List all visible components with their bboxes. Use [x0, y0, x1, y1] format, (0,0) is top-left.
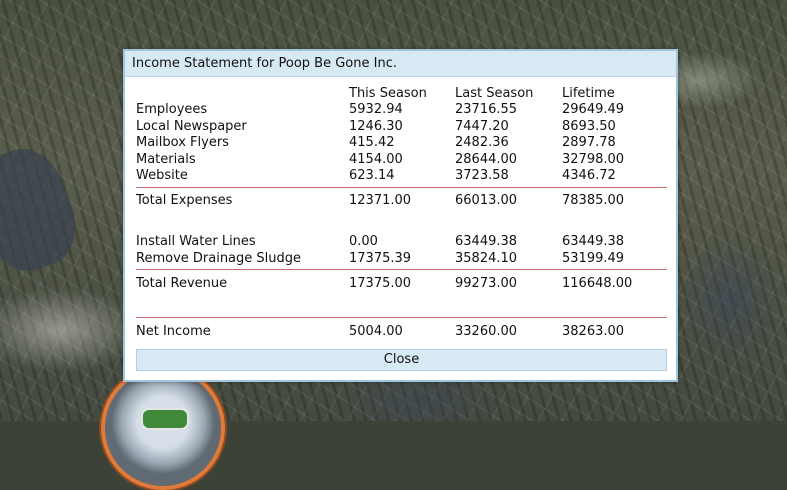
- income-statement-dialog: Income Statement for Poop Be Gone Inc. T…: [123, 49, 678, 382]
- row-label: Local Newspaper: [136, 119, 247, 134]
- stadium-pitch: [141, 408, 189, 430]
- column-header-last-season: Last Season: [455, 86, 534, 101]
- row-lifetime: 29649.49: [562, 102, 625, 117]
- divider: [136, 187, 667, 188]
- row-this-season: 1246.30: [349, 119, 403, 134]
- row-lifetime: 4346.72: [562, 168, 616, 183]
- row-lifetime: 38263.00: [562, 324, 625, 339]
- row-last-season: 35824.10: [455, 251, 518, 266]
- row-last-season: 3723.58: [455, 168, 509, 183]
- divider: [136, 269, 667, 270]
- dialog-title: Income Statement for Poop Be Gone Inc.: [125, 51, 676, 77]
- row-lifetime: 63449.38: [562, 234, 625, 249]
- row-lifetime: 53199.49: [562, 251, 625, 266]
- row-label: Materials: [136, 152, 196, 167]
- row-this-season: 17375.39: [349, 251, 412, 266]
- row-label: Install Water Lines: [136, 234, 256, 249]
- row-this-season: 623.14: [349, 168, 395, 183]
- row-lifetime: 116648.00: [562, 276, 633, 291]
- stadium-icon[interactable]: [101, 366, 225, 490]
- row-this-season: 5004.00: [349, 324, 403, 339]
- row-this-season: 5932.94: [349, 102, 403, 117]
- row-last-season: 7447.20: [455, 119, 509, 134]
- row-label: Remove Drainage Sludge: [136, 251, 302, 266]
- row-this-season: 4154.00: [349, 152, 403, 167]
- row-this-season: 415.42: [349, 135, 395, 150]
- column-header-lifetime: Lifetime: [562, 86, 615, 101]
- row-this-season: 17375.00: [349, 276, 412, 291]
- row-label: Mailbox Flyers: [136, 135, 229, 150]
- row-lifetime: 2897.78: [562, 135, 616, 150]
- row-last-season: 23716.55: [455, 102, 518, 117]
- row-label: Total Expenses: [136, 193, 233, 208]
- row-this-season: 12371.00: [349, 193, 412, 208]
- row-last-season: 63449.38: [455, 234, 518, 249]
- row-lifetime: 78385.00: [562, 193, 625, 208]
- row-last-season: 33260.00: [455, 324, 518, 339]
- row-label: Net Income: [136, 324, 211, 339]
- row-label: Employees: [136, 102, 208, 117]
- column-header-this-season: This Season: [349, 86, 427, 101]
- row-last-season: 28644.00: [455, 152, 518, 167]
- row-lifetime: 32798.00: [562, 152, 625, 167]
- row-lifetime: 8693.50: [562, 119, 616, 134]
- close-button[interactable]: Close: [136, 349, 667, 371]
- row-this-season: 0.00: [349, 234, 378, 249]
- row-label: Total Revenue: [136, 276, 228, 291]
- divider: [136, 317, 667, 318]
- row-last-season: 2482.36: [455, 135, 509, 150]
- row-last-season: 66013.00: [455, 193, 518, 208]
- row-label: Website: [136, 168, 188, 183]
- row-last-season: 99273.00: [455, 276, 518, 291]
